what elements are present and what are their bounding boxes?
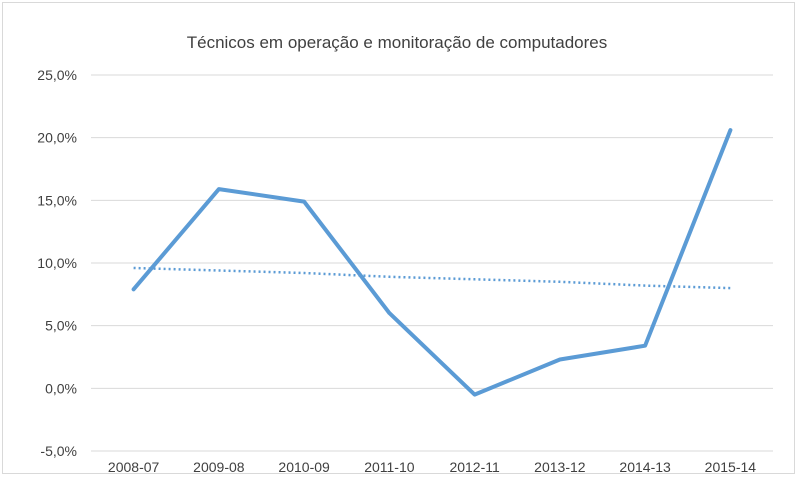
y-tick-label: 25,0%: [37, 67, 77, 83]
line-chart: Técnicos em operação e monitoração de co…: [37, 33, 773, 475]
chart-frame: Técnicos em operação e monitoração de co…: [2, 2, 795, 475]
y-tick-label: -5,0%: [40, 443, 77, 459]
x-tick-label: 2011-10: [364, 459, 415, 475]
y-tick-label: 15,0%: [37, 192, 77, 208]
y-tick-label: 20,0%: [37, 130, 77, 146]
trendline: [133, 266, 731, 290]
x-tick-label: 2015-14: [705, 459, 757, 475]
x-tick-label: 2014-13: [619, 459, 671, 475]
gridlines: [91, 74, 773, 452]
y-axis-ticks: -5,0% 0,0% 5,0% 10,0% 15,0% 20,0% 25,0%: [37, 67, 77, 459]
x-axis-ticks: 2008-07 2009-08 2010-09 2011-10 2012-11 2013-…: [108, 459, 756, 475]
x-tick-label: 2013-12: [534, 459, 586, 475]
y-tick-label: 5,0%: [45, 318, 77, 334]
x-tick-label: 2012-11: [449, 459, 500, 475]
series-layer: [131, 128, 733, 397]
y-tick-label: 0,0%: [45, 380, 77, 396]
chart-title: Técnicos em operação e monitoração de co…: [187, 33, 608, 52]
x-tick-label: 2009-08: [193, 459, 245, 475]
x-tick-label: 2008-07: [108, 459, 160, 475]
series-line: [131, 128, 733, 397]
y-tick-label: 10,0%: [37, 255, 77, 271]
x-tick-label: 2010-09: [278, 459, 330, 475]
